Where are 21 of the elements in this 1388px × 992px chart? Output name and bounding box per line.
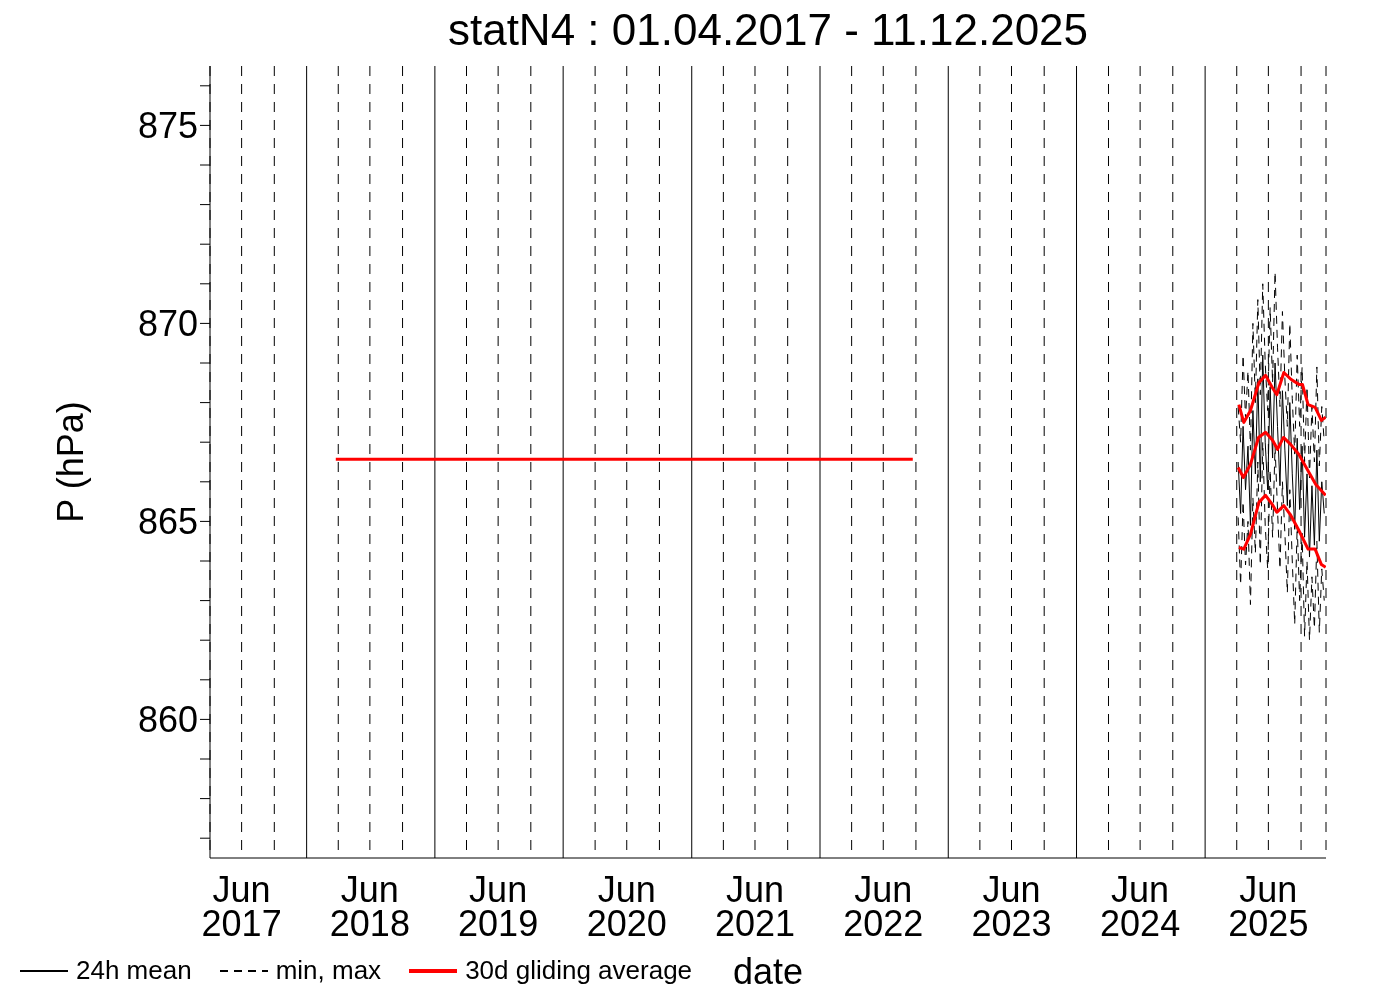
legend-label: 24h mean [76, 955, 192, 986]
line-series [1237, 493, 1326, 569]
legend-label: min, max [275, 955, 382, 986]
x-axis-title: date [732, 951, 804, 992]
y-tick-label: 870 [137, 303, 198, 345]
x-tick-label: Jun 2025 [1228, 869, 1309, 944]
y-tick-label: 865 [137, 501, 198, 543]
y-tick-label: 875 [137, 105, 198, 147]
x-tick-label: Jun 2019 [458, 869, 539, 944]
x-tick-label: Jun 2021 [714, 869, 796, 944]
x-tick-label: Jun 2024 [1100, 869, 1181, 944]
x-tick-label: Jun 2020 [586, 869, 667, 944]
x-tick-label: Jun 2023 [971, 869, 1052, 944]
x-tick-label: Jun 2022 [843, 869, 924, 944]
chart-title: statN4 : 01.04.2017 - 11.12.2025 [446, 4, 1090, 56]
legend-label: 30d gliding average [465, 955, 693, 986]
line-series [1237, 371, 1326, 424]
y-tick-label: 860 [137, 699, 198, 741]
y-axis-title: P (hPa) [49, 401, 91, 523]
x-tick-label: Jun 2017 [201, 869, 282, 944]
x-tick-label: Jun 2018 [329, 869, 410, 944]
